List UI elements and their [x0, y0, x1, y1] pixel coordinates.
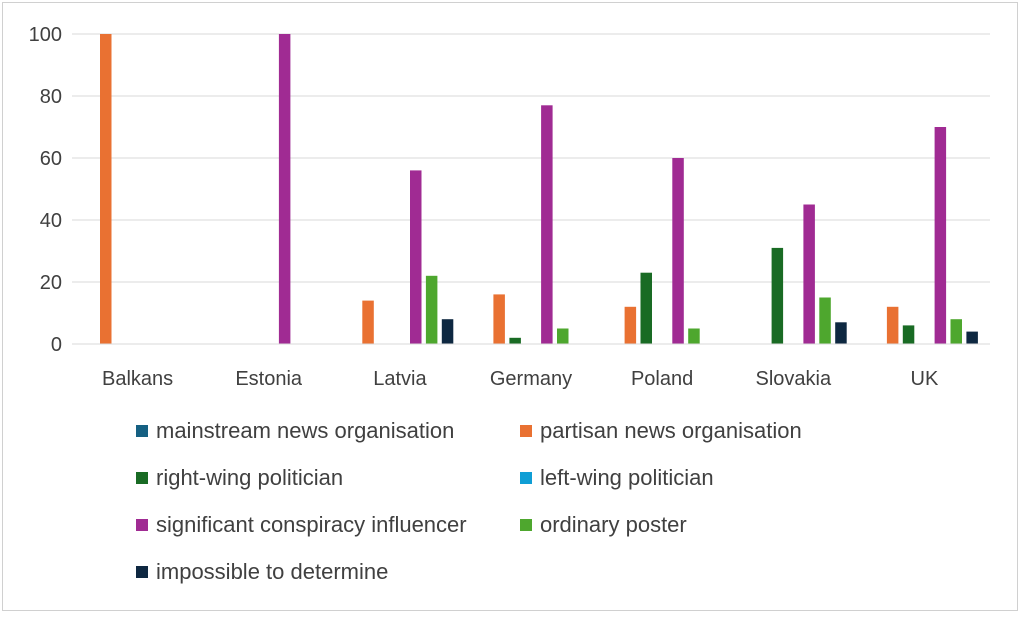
gridlines — [72, 33, 990, 345]
y-axis-ticks: 0 20 40 60 80 100 — [29, 24, 62, 356]
legend-item: ordinary poster — [520, 512, 687, 538]
x-tick-label: Latvia — [373, 368, 427, 390]
y-tick-label: 40 — [40, 210, 62, 232]
chart-frame — [2, 2, 1018, 611]
legend-item: partisan news organisation — [520, 418, 802, 444]
x-tick-label: Estonia — [235, 368, 303, 390]
legend-label: left-wing politician — [540, 465, 714, 490]
bar-slovakia-impossible-to-determine — [835, 322, 847, 344]
bar-germany-significant-conspiracy-influencer — [541, 105, 553, 344]
legend-item: left-wing politician — [520, 465, 714, 491]
legend-swatch — [136, 566, 148, 578]
bar-germany-right-wing-politician — [509, 337, 521, 344]
legend-label: impossible to determine — [156, 559, 389, 584]
bar-latvia-ordinary-poster — [425, 275, 438, 344]
legend-swatch — [136, 472, 148, 484]
bar-uk-significant-conspiracy-influencer — [934, 127, 947, 344]
bar-uk-right-wing-politician — [902, 325, 915, 344]
bar-poland-right-wing-politician — [640, 272, 652, 344]
bar-estonia-significant-conspiracy-influencer — [278, 34, 291, 344]
legend-swatch — [520, 425, 532, 437]
bar-poland-significant-conspiracy-influencer — [672, 158, 684, 344]
y-tick-label: 0 — [51, 334, 62, 356]
bar-uk-impossible-to-determine — [966, 331, 978, 344]
bar-poland-partisan-news-organisation — [624, 306, 637, 344]
legend-label: ordinary poster — [540, 512, 687, 537]
legend-item: significant conspiracy influencer — [136, 512, 467, 538]
bar-balkans-partisan-news-organisation — [100, 34, 112, 344]
bar-uk-ordinary-poster — [950, 319, 962, 344]
bar-slovakia-significant-conspiracy-influencer — [803, 204, 815, 344]
legend-item: mainstream news organisation — [136, 418, 454, 444]
legend-item: impossible to determine — [136, 559, 388, 585]
x-tick-label: Slovakia — [755, 368, 831, 390]
legend-swatch — [136, 519, 148, 531]
legend-item: right-wing politician — [136, 465, 343, 491]
legend-label: right-wing politician — [156, 465, 344, 490]
legend-swatch — [136, 425, 148, 437]
bar-slovakia-ordinary-poster — [819, 297, 831, 344]
y-tick-label: 100 — [29, 24, 62, 46]
bar-slovakia-right-wing-politician — [771, 247, 784, 344]
legend-label: significant conspiracy influencer — [156, 512, 467, 537]
bar-latvia-partisan-news-organisation — [362, 300, 374, 344]
bar-germany-partisan-news-organisation — [493, 294, 505, 344]
bars — [100, 34, 978, 344]
y-tick-label: 80 — [40, 86, 62, 108]
bar-uk-partisan-news-organisation — [886, 306, 899, 344]
x-tick-label: Germany — [490, 368, 572, 390]
bar-latvia-impossible-to-determine — [441, 319, 454, 344]
legend-swatch — [520, 519, 532, 531]
legend-label: mainstream news organisation — [156, 418, 455, 443]
y-tick-label: 60 — [40, 148, 62, 170]
legend-swatch — [520, 472, 532, 484]
bar-germany-ordinary-poster — [557, 328, 569, 344]
legend-label: partisan news organisation — [540, 418, 802, 443]
bar-poland-ordinary-poster — [688, 328, 700, 344]
x-tick-label: Balkans — [102, 368, 173, 390]
x-axis-ticks: Balkans Estonia Latvia Germany Poland Slovaki… — [102, 368, 939, 390]
y-tick-label: 20 — [40, 272, 62, 294]
x-tick-label: UK — [911, 368, 939, 390]
bar-latvia-significant-conspiracy-influencer — [410, 170, 422, 344]
x-tick-label: Poland — [631, 368, 693, 390]
